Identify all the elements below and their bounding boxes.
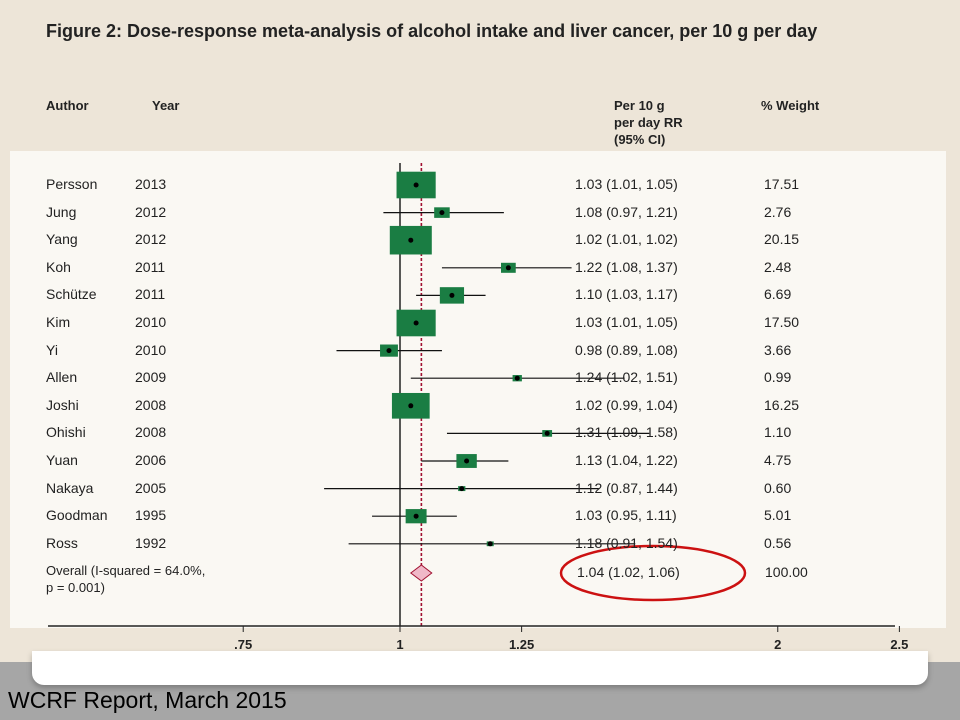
study-rr-ci: 1.18 (0.91, 1.54) [575,534,678,551]
point-estimate [386,348,392,354]
study-author: Yi [46,341,58,358]
study-author: Nakaya [46,479,94,496]
x-tick-label: 2 [774,637,781,652]
study-weight: 1.10 [764,424,792,441]
study-weight: 16.25 [764,396,800,413]
header-rr-line-1: Per 10 g [614,98,665,113]
overall-label-line-2: p = 0.001) [46,580,105,595]
study-rr-ci: 1.10 (1.03, 1.17) [575,286,678,303]
study-weight: 17.50 [764,314,800,330]
header-year: Year [152,98,180,113]
study-rr-ci: 1.13 (1.04, 1.22) [575,452,678,468]
study-rr-ci: 1.31 (1.09, 1.58) [575,424,678,441]
study-author: Jung [46,203,77,220]
study-rr-ci: 0.98 (0.89, 1.08) [575,341,678,358]
study-year: 2010 [135,341,167,358]
point-estimate [514,375,520,381]
point-estimate [439,210,445,216]
point-estimate [408,403,414,409]
study-weight: 17.51 [764,176,800,192]
x-tick-label: .75 [234,637,252,652]
overall-rr-ci: 1.04 (1.02, 1.06) [577,564,680,580]
study-year: 2013 [135,176,167,192]
figure-title: Figure 2: Dose-response meta-analysis of… [46,21,818,41]
header-author: Author [46,98,89,113]
study-year: 2012 [135,203,167,220]
point-estimate [487,541,493,547]
study-weight: 4.75 [764,452,792,468]
overall-label-line-1: Overall (I-squared = 64.0%, [46,563,206,578]
overall-diamond [409,564,433,582]
study-author: Goodman [46,507,108,524]
study-year: 2011 [135,258,166,275]
study-year: 1995 [135,507,167,524]
study-year: 2008 [135,424,167,441]
x-tick-label: 2.5 [890,637,908,652]
point-estimate [544,430,550,436]
study-author: Joshi [46,396,79,413]
study-weight: 0.60 [764,479,792,496]
source-label: WCRF Report, March 2015 [8,687,287,713]
slide-card-edge [32,651,928,685]
x-tick-label: 1.25 [509,637,534,652]
study-weight: 2.48 [764,258,792,275]
study-author: Ohishi [46,424,86,441]
study-rr-ci: 1.02 (1.01, 1.02) [575,231,678,248]
study-author: Yang [46,231,78,248]
study-author: Persson [46,176,98,192]
study-year: 2009 [135,369,167,386]
study-year: 2012 [135,231,167,248]
study-year: 2011 [135,286,166,303]
overall-weight: 100.00 [765,564,808,580]
header-rr: Per 10 g per day RR (95% CI) [614,97,683,148]
study-author: Ross [46,534,78,551]
study-weight: 20.15 [764,231,800,248]
study-rr-ci: 1.03 (1.01, 1.05) [575,176,678,192]
header-rr-line-2: per day RR [614,115,683,130]
study-weight: 3.66 [764,341,792,358]
highlight-ellipse [559,544,747,602]
point-estimate [413,182,419,188]
point-estimate [459,486,465,492]
forest-plot-panel [10,151,946,628]
x-tick-label: 1 [396,637,403,652]
study-rr-ci: 1.22 (1.08, 1.37) [575,258,678,275]
study-weight: 0.99 [764,369,792,386]
point-estimate [505,265,511,271]
study-author: Kim [46,314,71,330]
point-estimate [413,320,419,326]
study-author: Schütze [46,286,97,303]
study-rr-ci: 1.12 (0.87, 1.44) [575,479,678,496]
study-rr-ci: 1.03 (0.95, 1.11) [575,507,677,524]
study-weight: 2.76 [764,203,792,220]
study-year: 1992 [135,534,167,551]
study-author: Yuan [46,452,78,468]
header-rr-line-3: (95% CI) [614,132,666,147]
point-estimate [413,513,419,519]
point-estimate [408,237,414,243]
study-year: 2008 [135,396,167,413]
study-rr-ci: 1.03 (1.01, 1.05) [575,314,678,330]
study-rr-ci: 1.08 (0.97, 1.21) [575,203,678,220]
point-estimate [449,292,455,298]
study-year: 2006 [135,452,167,468]
study-author: Koh [46,258,71,275]
study-rr-ci: 1.24 (1.02, 1.51) [575,369,678,386]
study-author: Allen [46,369,78,386]
study-weight: 6.69 [764,286,792,303]
point-estimate [464,458,470,464]
study-rr-ci: 1.02 (0.99, 1.04) [575,396,678,413]
study-weight: 0.56 [764,534,792,551]
study-year: 2005 [135,479,167,496]
study-year: 2010 [135,314,167,330]
study-weight: 5.01 [764,507,792,524]
header-weight: % Weight [761,98,820,113]
